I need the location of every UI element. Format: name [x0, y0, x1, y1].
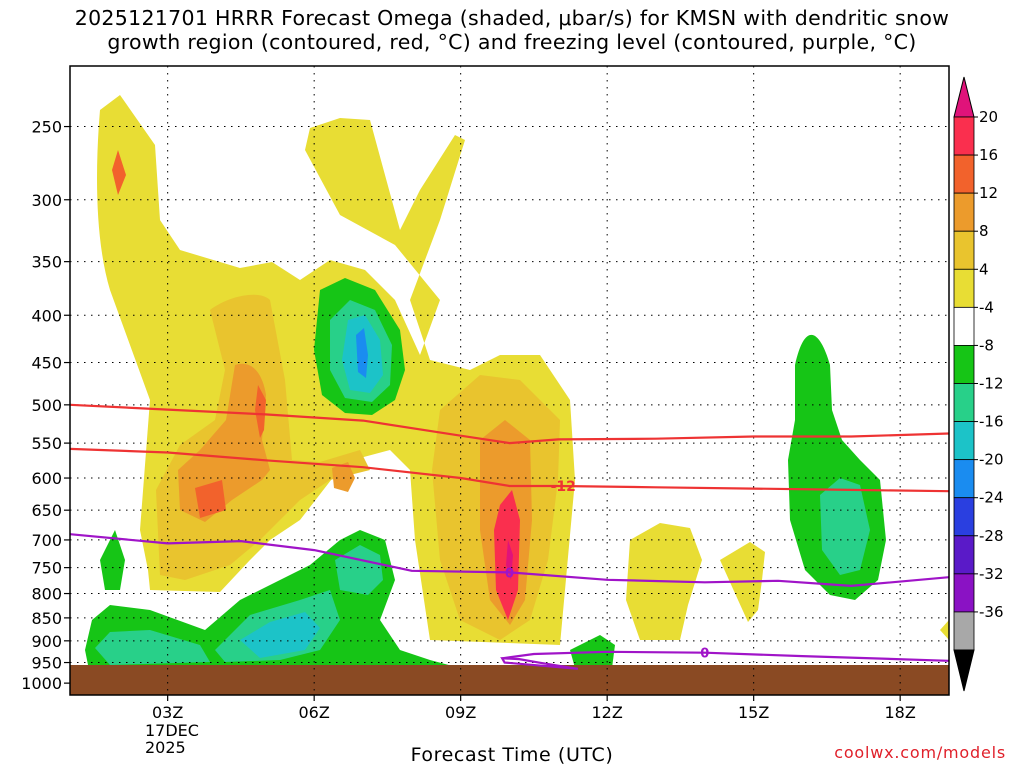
omega-fill-orange-left2 [332, 462, 355, 492]
x-axis-title: Forecast Time (UTC) [410, 744, 614, 766]
contour-line [70, 533, 949, 587]
y-tick-label: 650 [31, 501, 62, 520]
y-tick-label: 900 [31, 632, 62, 651]
colorbar-label: -8 [979, 336, 994, 354]
date-label-year: 2025 [145, 738, 186, 757]
omega-shading [70, 95, 949, 695]
y-tick-label: 550 [31, 434, 62, 453]
x-tick-label: 03Z [152, 703, 183, 722]
y-axis: 250 300 350 400 450 500 550 600 650 700 750 800 850 9… [21, 118, 70, 693]
y-tick-label: 1000 [21, 674, 62, 693]
colorbar-swatch [953, 306, 975, 346]
colorbar-swatch [953, 535, 975, 575]
y-tick-label: 450 [31, 354, 62, 373]
colorbar-label: -20 [979, 451, 1004, 469]
colorbar-swatch [953, 497, 975, 537]
contour-label: 0 [700, 647, 709, 662]
omega-fill-cyan-sfc [240, 612, 320, 658]
colorbar-swatch [953, 383, 975, 422]
y-tick-label: 500 [31, 396, 62, 415]
surface-ground [70, 665, 949, 695]
y-tick-label: 300 [31, 191, 62, 210]
colorbar-swatch [953, 611, 975, 651]
colorbar-swatch [953, 154, 975, 194]
y-tick-label: 250 [31, 118, 62, 137]
omega-fill-yellow-edge [940, 620, 949, 640]
omega-fill-darkorange-streak [255, 385, 266, 438]
y-tick-label: 600 [31, 469, 62, 488]
omega-fill-darkorange-left2 [112, 150, 126, 195]
omega-fill-blue-upper [356, 328, 368, 378]
colorbar-swatch [953, 345, 975, 384]
x-tick-label: 18Z [885, 703, 916, 722]
y-tick-label: 800 [31, 585, 62, 604]
colorbar-label: -36 [979, 603, 1004, 621]
x-tick-label: 12Z [592, 703, 623, 722]
omega-fill-teal-sfc-left [95, 630, 210, 665]
colorbar-swatch [953, 573, 975, 613]
colorbar-label: -24 [979, 489, 1004, 507]
y-tick-label: 700 [31, 531, 62, 550]
y-tick-label: 950 [31, 654, 62, 673]
colorbar-label: 16 [979, 146, 998, 164]
colorbar-swatch [953, 230, 975, 270]
y-tick-label: 850 [31, 609, 62, 628]
colorbar-label: 12 [979, 184, 998, 202]
x-tick-label: 15Z [738, 703, 769, 722]
colorbar-swatch [953, 459, 975, 499]
colorbar-swatch [953, 268, 975, 308]
y-tick-label: 350 [31, 253, 62, 272]
y-tick-label: 750 [31, 559, 62, 578]
colorbar-label: 8 [979, 222, 989, 240]
colorbar-bottom-arrow [953, 649, 975, 692]
chart-title: 2025121701 HRRR Forecast Omega (shaded, … [0, 6, 1024, 54]
colorbar: 20 16 12 8 4 -4 -8 -12 -16 -20 -24 -28 -32 -36 [953, 76, 1004, 692]
x-tick-label: 09Z [445, 703, 476, 722]
colorbar-label: -28 [979, 527, 1004, 545]
contour-line [500, 657, 579, 670]
title-line-1: 2025121701 HRRR Forecast Omega (shaded, … [74, 6, 950, 30]
colorbar-top-arrow [953, 76, 975, 118]
colorbar-label: -32 [979, 565, 1004, 583]
title-line-2: growth region (contoured, red, °C) and f… [107, 30, 917, 54]
x-axis: 03Z 06Z 09Z 12Z 15Z 18Z [152, 695, 916, 722]
omega-fill-green-left [100, 530, 125, 590]
contour-label: 0 [505, 566, 514, 581]
colorbar-label: 20 [979, 108, 998, 126]
contour-line [70, 403, 949, 445]
colorbar-label: -12 [979, 375, 1004, 393]
colorbar-label: -16 [979, 413, 1004, 431]
colorbar-label: 4 [979, 260, 989, 278]
omega-fill-magenta-center [506, 540, 513, 580]
colorbar-swatch [953, 421, 975, 461]
site-credit: coolwx.com/models [834, 743, 1006, 762]
contour-line [70, 447, 949, 493]
y-tick-label: 400 [31, 306, 62, 325]
omega-fill-teal-right [820, 478, 870, 575]
omega-fill-darkorange-left [195, 480, 226, 518]
contours: -12 0 0 [70, 403, 949, 670]
contour-line [502, 650, 949, 662]
x-tick-label: 06Z [299, 703, 330, 722]
plot-frame [69, 65, 950, 696]
colorbar-swatch [953, 116, 975, 156]
colorbar-label: -4 [979, 298, 994, 316]
date-label-day: 17DEC [145, 721, 199, 740]
date-label: 17DEC 2025 [145, 722, 199, 756]
contour-label: -12 [551, 479, 576, 495]
colorbar-swatch [953, 192, 975, 232]
